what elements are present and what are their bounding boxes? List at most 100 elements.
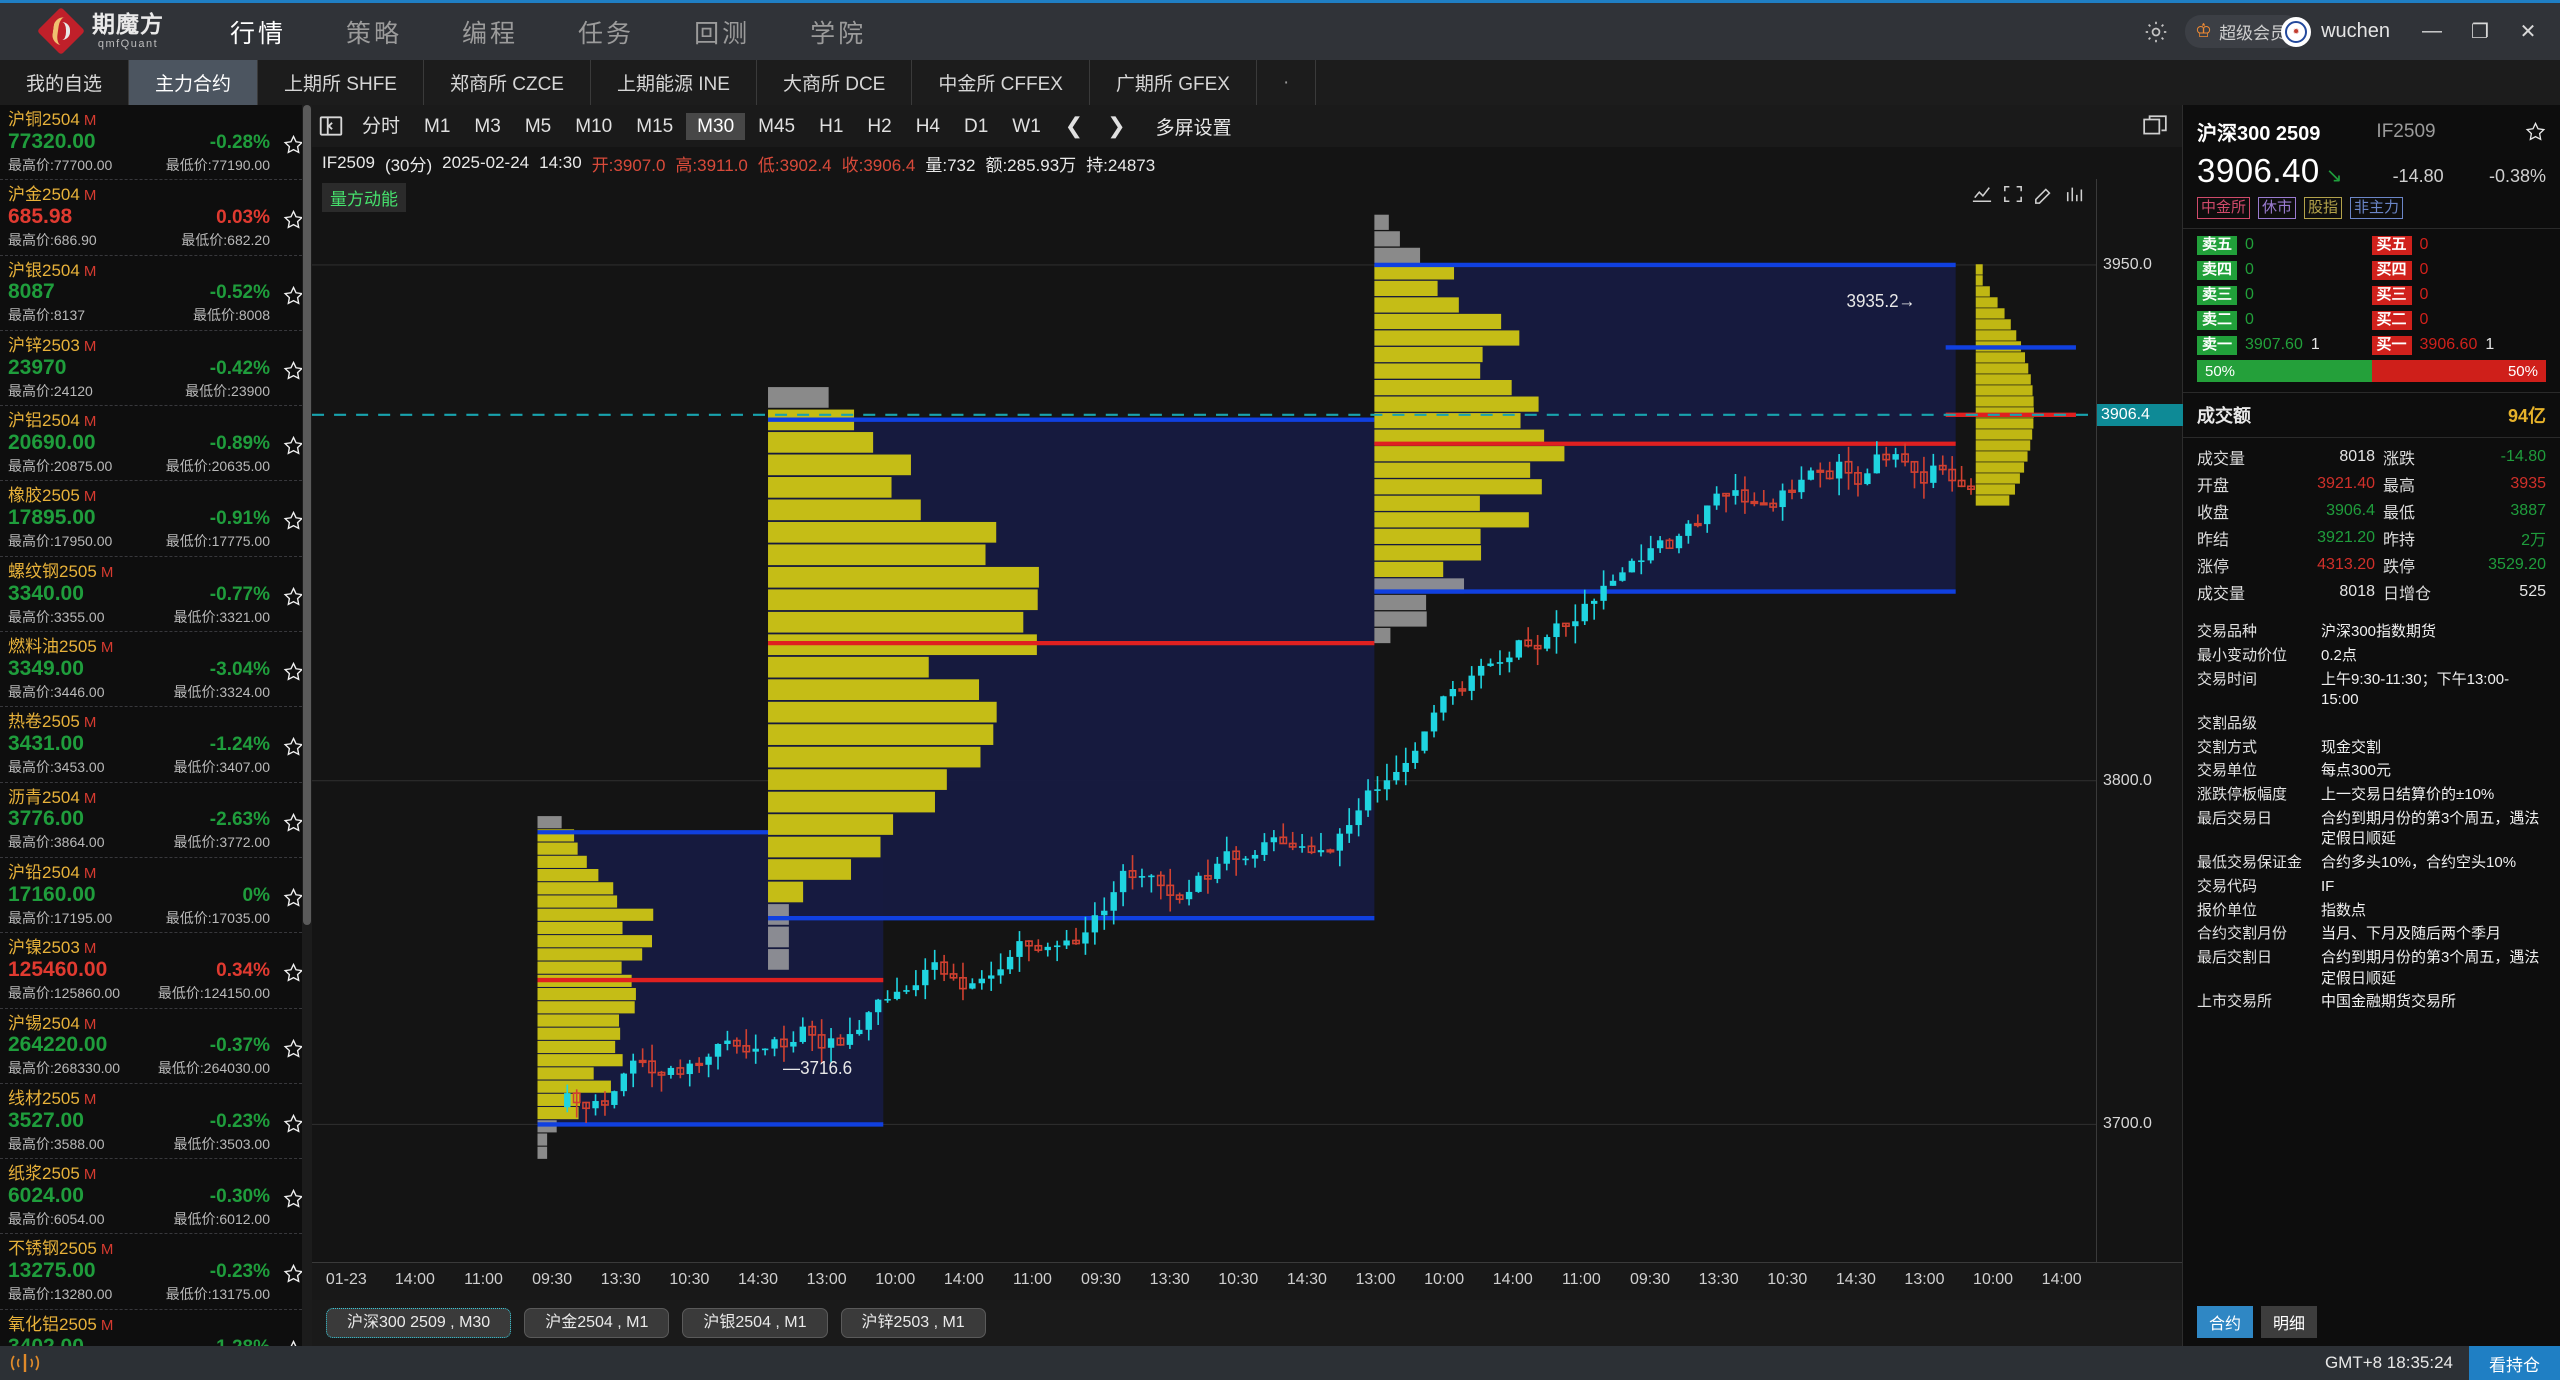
period-H4[interactable]: H4 <box>915 115 940 137</box>
favorite-star-icon[interactable] <box>283 1339 304 1346</box>
tab-more[interactable]: · <box>1257 60 1317 105</box>
period-W1[interactable]: W1 <box>1012 115 1041 137</box>
favorite-star-icon[interactable] <box>283 360 304 381</box>
period-M30[interactable]: M30 <box>686 112 746 140</box>
chart-chip[interactable]: 沪金2504 , M1 <box>524 1308 670 1338</box>
stat-row: 成交量 8018 涨跌 -14.80 <box>2197 446 2546 468</box>
list-item[interactable]: 沪锌2503 M 23970 -0.42% 最高价:24120 最低价:23900 <box>0 331 312 407</box>
chart-canvas[interactable]: 量方动能 <box>312 179 2096 1262</box>
list-item[interactable]: 不锈钢2505 M 13275.00 -0.23% 最高价:13280.00 最低价:13… <box>0 1234 312 1310</box>
list-item[interactable]: 沪锡2504 M 264220.00 -0.37% 最高价:268330.00 最低价:2… <box>0 1009 312 1084</box>
chart-chip[interactable]: 沪银2504 , M1 <box>682 1308 828 1338</box>
favorite-star-icon[interactable] <box>283 134 304 155</box>
favorite-star-icon[interactable] <box>283 285 304 306</box>
period-M5[interactable]: M5 <box>524 115 552 137</box>
period-分时[interactable]: 分时 <box>362 115 401 137</box>
indicator-icon[interactable] <box>2064 184 2086 204</box>
avatar[interactable]: ✹ <box>2281 16 2312 47</box>
list-item[interactable]: 沪铜2504 M 77320.00 -0.28% 最高价:77700.00 最低价:771… <box>0 105 312 181</box>
favorite-star-icon[interactable] <box>283 435 304 456</box>
nav-item-tasks[interactable]: 任务 <box>578 19 635 48</box>
tab-czce[interactable]: 郑商所 CZCE <box>424 60 591 105</box>
list-item[interactable]: 沪银2504 M 8087 -0.52% 最高价:8137 最低价:8008 <box>0 256 312 331</box>
list-item[interactable]: 热卷2505 M 3431.00 -1.24% 最高价:3453.00 最低价:3407.… <box>0 707 312 783</box>
instrument-high: 最高价:17195.00 <box>8 909 113 926</box>
list-item[interactable]: 沪镍2503 M 125460.00 0.34% 最高价:125860.00 最低价:12… <box>0 933 312 1009</box>
minimize-button[interactable]: — <box>2422 20 2442 42</box>
period-H1[interactable]: H1 <box>819 115 844 137</box>
bid-volume: 0 <box>2419 236 2429 254</box>
instrument-change-pct: -0.91% <box>209 508 270 530</box>
nav-item-strategy[interactable]: 策略 <box>346 19 403 48</box>
period-M1[interactable]: M1 <box>424 115 451 137</box>
turnover-row: 成交额 94亿 <box>2183 392 2560 439</box>
favorite-star-icon[interactable] <box>283 1113 304 1134</box>
chart-chip[interactable]: 沪锌2503 , M1 <box>840 1308 986 1338</box>
period-M10[interactable]: M10 <box>575 115 613 137</box>
favorite-star-icon[interactable] <box>283 1188 304 1209</box>
tab-detail[interactable]: 明细 <box>2261 1306 2318 1338</box>
nav-item-quotes[interactable]: 行情 <box>230 19 287 48</box>
tab-dce[interactable]: 大商所 DCE <box>757 60 913 105</box>
tab-cffex[interactable]: 中金所 CFFEX <box>912 60 1090 105</box>
favorite-star-icon[interactable] <box>2525 121 2546 142</box>
period-M15[interactable]: M15 <box>636 115 674 137</box>
tab-main-contracts[interactable]: 主力合约 <box>129 60 259 105</box>
favorite-star-icon[interactable] <box>283 1038 304 1059</box>
view-positions-button[interactable]: 看持仓 <box>2469 1346 2560 1380</box>
favorite-star-icon[interactable] <box>283 887 304 908</box>
period-H2[interactable]: H2 <box>867 115 892 137</box>
multiscreen-settings-button[interactable]: 多屏设置 <box>1155 117 1232 139</box>
close-button[interactable]: ✕ <box>2519 21 2537 43</box>
nav-item-academy[interactable]: 学院 <box>810 19 867 48</box>
tab-shfe[interactable]: 上期所 SHFE <box>258 60 424 105</box>
stat-label: 昨持 <box>2383 532 2416 550</box>
vip-badge[interactable]: ♔ 超级会员 <box>2185 15 2302 48</box>
list-item[interactable]: 沪金2504 M 685.98 0.03% 最高价:686.90 最低价:682.20 <box>0 180 312 256</box>
tab-my-watchlist[interactable]: 我的自选 <box>0 60 130 105</box>
instrument-low: 最低价:20635.00 <box>165 457 270 474</box>
list-item[interactable]: 螺纹钢2505 M 3340.00 -0.77% 最高价:3355.00 最低价:3321… <box>0 557 312 633</box>
period-next-button[interactable]: ❯ <box>1107 113 1126 138</box>
watchlist-scrollbar[interactable] <box>302 105 312 1346</box>
instrument-change-pct: -0.52% <box>209 282 270 304</box>
list-item[interactable]: 橡胶2505 M 17895.00 -0.91% 最高价:17950.00 最低价:177… <box>0 481 312 557</box>
period-D1[interactable]: D1 <box>964 115 989 137</box>
nav-item-backtest[interactable]: 回测 <box>694 19 751 48</box>
favorite-star-icon[interactable] <box>283 209 304 230</box>
maximize-button[interactable]: ❐ <box>2471 21 2489 43</box>
favorite-star-icon[interactable] <box>283 1263 304 1284</box>
chart-chip-bar: 沪深300 2509 , M30 沪金2504 , M1 沪银2504 , M1 沪锌… <box>312 1300 2182 1346</box>
period-M45[interactable]: M45 <box>758 115 796 137</box>
trend-tool-icon[interactable] <box>1971 184 1993 204</box>
gear-icon[interactable] <box>2133 9 2179 55</box>
spec-key: 合约交割月份 <box>2197 925 2288 943</box>
period-M3[interactable]: M3 <box>474 115 501 137</box>
spec-value: 每点300元 <box>2321 762 2392 780</box>
layout-menu-icon[interactable] <box>318 113 344 139</box>
favorite-star-icon[interactable] <box>283 510 304 531</box>
tab-contract[interactable]: 合约 <box>2197 1306 2254 1338</box>
fullscreen-icon[interactable] <box>2002 184 2024 204</box>
favorite-star-icon[interactable] <box>283 586 304 607</box>
favorite-star-icon[interactable] <box>283 962 304 983</box>
chart-chip[interactable]: 沪深300 2509 , M30 <box>326 1308 512 1338</box>
main-contract-marker: M <box>100 1316 114 1334</box>
instrument-change-pct: -0.30% <box>209 1185 270 1207</box>
tab-ine[interactable]: 上期能源 INE <box>591 60 757 105</box>
tab-gfex[interactable]: 广期所 GFEX <box>1090 60 1257 105</box>
list-item[interactable]: 纸浆2505 M 6024.00 -0.30% 最高价:6054.00 最低价:6012.… <box>0 1159 312 1235</box>
favorite-star-icon[interactable] <box>283 812 304 833</box>
list-item[interactable]: 沪铝2504 M 20690.00 -0.89% 最高价:20875.00 最低价:206… <box>0 406 312 482</box>
favorite-star-icon[interactable] <box>283 736 304 757</box>
list-item[interactable]: 燃料油2505 M 3349.00 -3.04% 最高价:3446.00 最低价:3324… <box>0 632 312 708</box>
restore-window-icon[interactable] <box>2142 114 2168 138</box>
list-item[interactable]: 沥青2504 M 3776.00 -2.63% 最高价:3864.00 最低价:3772.… <box>0 783 312 858</box>
nav-item-programming[interactable]: 编程 <box>462 19 519 48</box>
favorite-star-icon[interactable] <box>283 661 304 682</box>
list-item[interactable]: 沪铅2504 M 17160.00 0% 最高价:17195.00 最低价:17035.0… <box>0 858 312 934</box>
edit-tool-icon[interactable] <box>2033 184 2055 204</box>
list-item[interactable]: 线材2505 M 3527.00 -0.23% 最高价:3588.00 最低价:3503.… <box>0 1084 312 1160</box>
period-prev-button[interactable]: ❮ <box>1064 113 1084 138</box>
